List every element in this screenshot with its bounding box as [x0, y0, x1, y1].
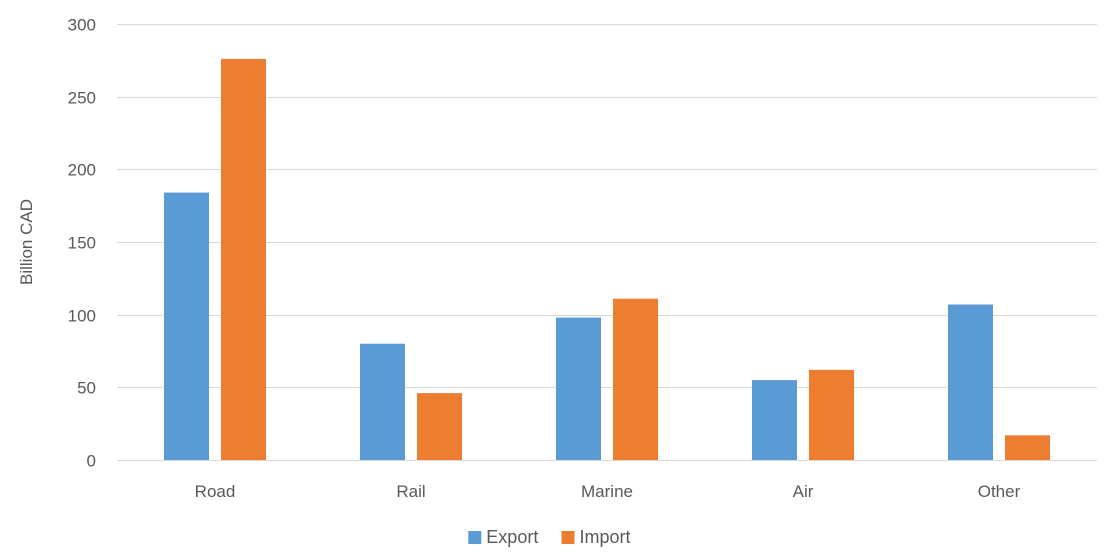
y-axis-ticks: 0 50 100 150 200 250 300 [68, 16, 96, 471]
y-axis-title: Billion CAD [17, 199, 36, 285]
legend-label-import: Import [580, 527, 631, 547]
bar-export-air [752, 380, 797, 460]
bar-import-rail [417, 393, 462, 460]
y-tick-label: 50 [77, 379, 96, 398]
bar-export-rail [360, 343, 405, 460]
bar-import-marine [613, 298, 658, 460]
x-tick-label: Marine [581, 482, 633, 501]
bar-export-marine [556, 317, 601, 460]
legend-swatch-export [468, 531, 482, 544]
y-tick-label: 200 [68, 161, 96, 180]
legend: Export Import [468, 527, 631, 547]
bar-import-air [809, 369, 854, 460]
legend-label-export: Export [486, 527, 538, 547]
x-tick-label: Air [793, 482, 814, 501]
bar-export-road [164, 192, 209, 460]
bar-import-other [1005, 435, 1050, 460]
y-tick-label: 300 [68, 16, 96, 35]
x-tick-label: Rail [396, 482, 425, 501]
x-tick-label: Other [978, 482, 1021, 501]
x-axis-ticks: Road Rail Marine Air Other [195, 482, 1021, 501]
y-tick-label: 150 [68, 234, 96, 253]
y-tick-label: 100 [68, 307, 96, 326]
bar-import-road [221, 58, 266, 461]
bars [164, 58, 1050, 461]
x-tick-label: Road [195, 482, 236, 501]
y-tick-label: 250 [68, 89, 96, 108]
gridlines [117, 24, 1097, 461]
legend-swatch-import [561, 531, 575, 544]
y-tick-label: 0 [87, 452, 96, 471]
bar-export-other [948, 304, 993, 460]
